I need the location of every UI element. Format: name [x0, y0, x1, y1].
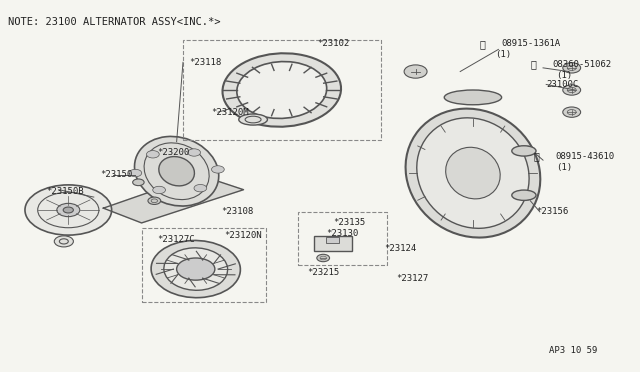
Text: AP3 10 59: AP3 10 59	[549, 346, 598, 355]
Bar	[298, 212, 387, 265]
Circle shape	[54, 236, 74, 247]
Ellipse shape	[444, 90, 502, 105]
Text: *23200: *23200	[157, 148, 189, 157]
Text: (1): (1)	[556, 163, 572, 172]
Text: *23108: *23108	[221, 207, 253, 217]
Ellipse shape	[406, 109, 540, 238]
Circle shape	[177, 258, 215, 280]
Text: *23118: *23118	[189, 58, 221, 67]
Ellipse shape	[512, 146, 536, 156]
Text: 08360-51062: 08360-51062	[552, 60, 612, 69]
Circle shape	[563, 85, 580, 95]
Ellipse shape	[151, 240, 241, 298]
Circle shape	[563, 107, 580, 117]
Circle shape	[317, 254, 330, 262]
Text: *23156: *23156	[537, 207, 569, 217]
Ellipse shape	[134, 137, 219, 206]
Circle shape	[25, 185, 111, 235]
Text: *23130: *23130	[326, 230, 358, 238]
Text: Ⓜ: Ⓜ	[479, 39, 485, 49]
Text: *23127: *23127	[396, 274, 429, 283]
Circle shape	[211, 166, 224, 173]
Ellipse shape	[417, 118, 529, 228]
Circle shape	[188, 149, 200, 156]
Text: *23135: *23135	[333, 218, 365, 227]
Circle shape	[63, 207, 74, 213]
Text: *23215: *23215	[307, 268, 339, 277]
Text: 08915-1361A: 08915-1361A	[502, 39, 561, 48]
Circle shape	[132, 179, 144, 186]
Text: Ⓜ: Ⓜ	[534, 151, 540, 161]
Bar	[314, 236, 352, 251]
Circle shape	[563, 62, 580, 73]
Text: *23150: *23150	[100, 170, 132, 179]
Text: *23150B: *23150B	[46, 187, 84, 196]
Text: *23120M: *23120M	[212, 108, 250, 117]
Bar	[326, 237, 339, 243]
Text: *23102: *23102	[317, 39, 349, 48]
Circle shape	[57, 203, 80, 217]
Ellipse shape	[237, 61, 326, 118]
Ellipse shape	[512, 190, 536, 201]
Text: Ⓢ: Ⓢ	[531, 59, 536, 69]
Ellipse shape	[159, 157, 195, 186]
Circle shape	[404, 65, 427, 78]
Circle shape	[148, 197, 161, 205]
Circle shape	[147, 151, 159, 158]
Circle shape	[153, 186, 166, 194]
Text: *23120N: *23120N	[225, 231, 262, 240]
Ellipse shape	[164, 248, 228, 290]
Circle shape	[194, 185, 207, 192]
Text: NOTE: 23100 ALTERNATOR ASSY<INC.*>: NOTE: 23100 ALTERNATOR ASSY<INC.*>	[8, 17, 220, 27]
Ellipse shape	[445, 147, 500, 199]
Text: (1): (1)	[495, 51, 511, 60]
Text: (1): (1)	[556, 71, 572, 80]
Polygon shape	[103, 175, 244, 223]
Bar	[183, 40, 381, 140]
Text: 23100C: 23100C	[546, 80, 579, 89]
Text: 08915-43610: 08915-43610	[556, 152, 615, 161]
Text: *23124: *23124	[384, 244, 416, 253]
Text: *23127C: *23127C	[157, 235, 195, 244]
Ellipse shape	[239, 114, 268, 125]
Ellipse shape	[223, 53, 341, 127]
Circle shape	[129, 169, 141, 177]
Bar	[141, 228, 266, 302]
